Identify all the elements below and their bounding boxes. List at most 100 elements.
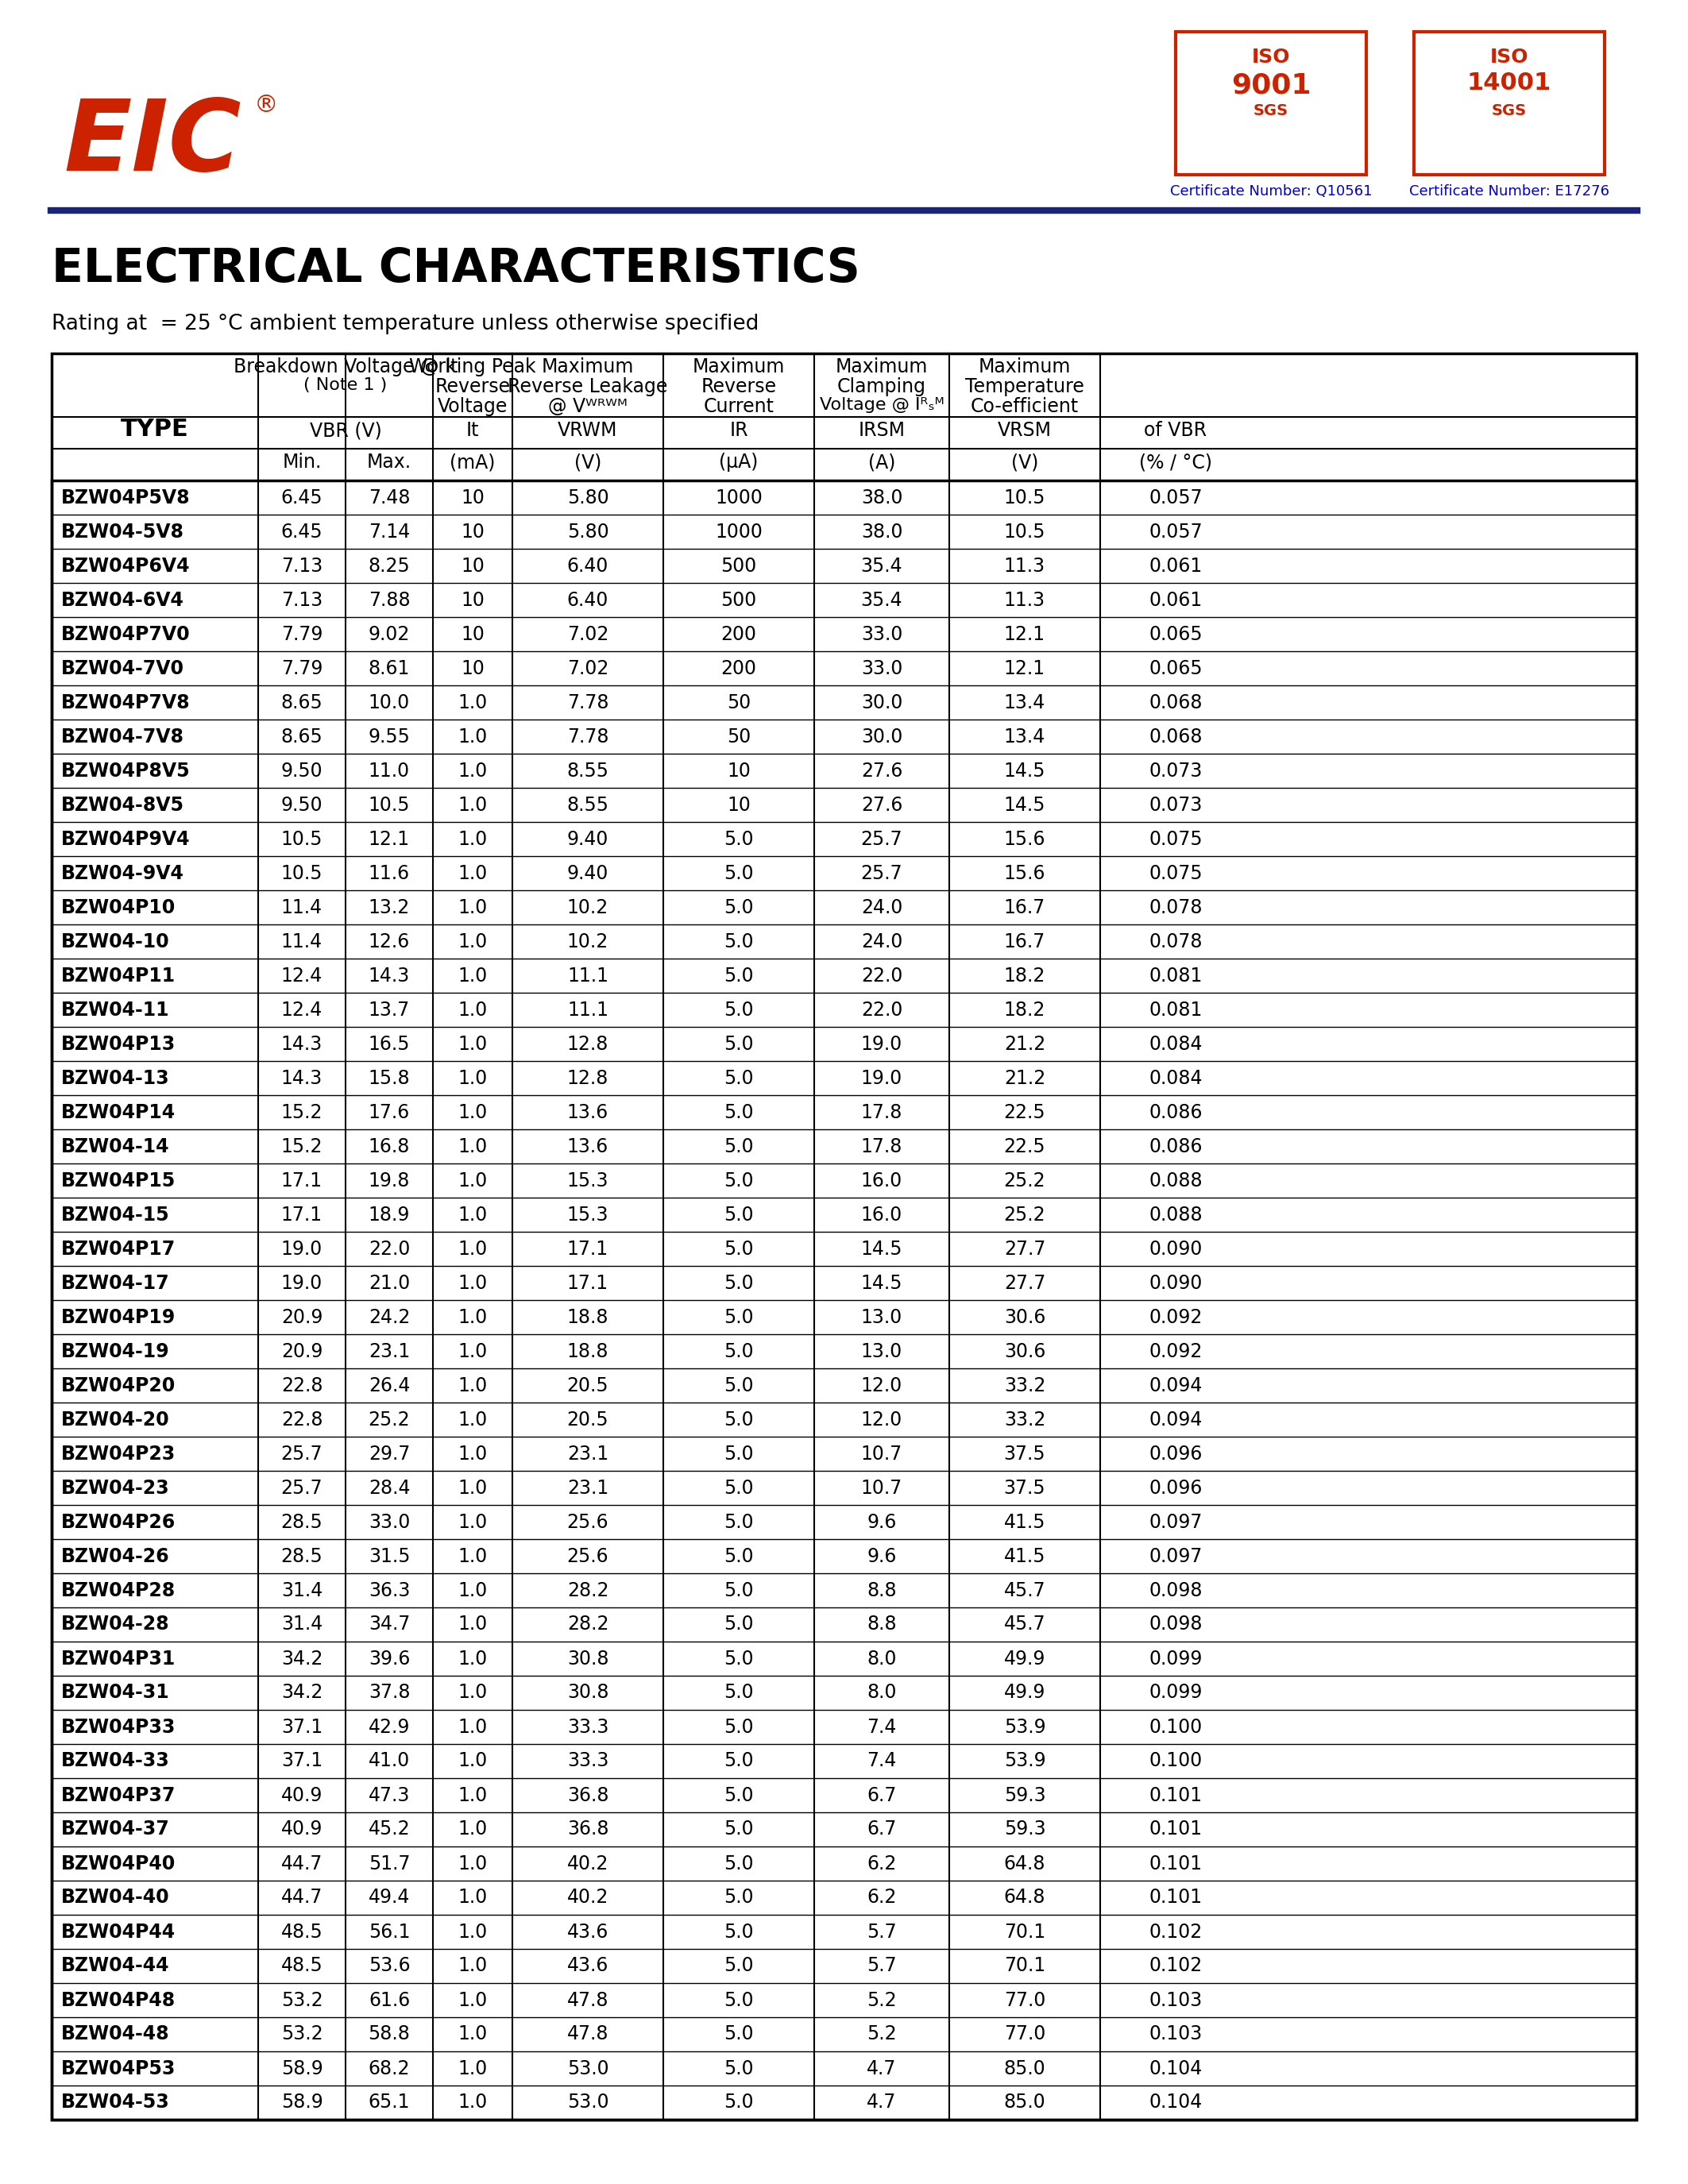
Text: ISO: ISO	[1252, 48, 1290, 68]
Text: 7.79: 7.79	[280, 625, 322, 644]
Text: BZW04P19: BZW04P19	[61, 1308, 176, 1326]
Text: 1.0: 1.0	[457, 1411, 488, 1428]
Text: 13.4: 13.4	[1004, 727, 1045, 747]
Text: 12.4: 12.4	[282, 1000, 322, 1020]
Text: 0.078: 0.078	[1150, 898, 1202, 917]
Text: of VBR: of VBR	[1144, 422, 1207, 439]
Text: BZW04P15: BZW04P15	[61, 1171, 176, 1190]
Text: 0.104: 0.104	[1150, 2092, 1202, 2112]
Text: BZW04P17: BZW04P17	[61, 1238, 176, 1258]
Text: 25.7: 25.7	[861, 830, 903, 850]
Text: EIC: EIC	[64, 96, 241, 192]
Text: 1.0: 1.0	[457, 1581, 488, 1601]
Text: 1.0: 1.0	[457, 1206, 488, 1225]
Text: 50: 50	[728, 692, 751, 712]
Text: 53.6: 53.6	[368, 1957, 410, 1977]
Text: 25.7: 25.7	[280, 1479, 322, 1498]
Text: 0.101: 0.101	[1150, 1787, 1202, 1804]
Text: 1.0: 1.0	[457, 1717, 488, 1736]
Text: BZW04P33: BZW04P33	[61, 1717, 176, 1736]
Text: 30.6: 30.6	[1004, 1341, 1045, 1361]
Text: 1.0: 1.0	[457, 965, 488, 985]
Text: BZW04P23: BZW04P23	[61, 1444, 176, 1463]
Text: 0.065: 0.065	[1150, 660, 1202, 677]
Text: 20.9: 20.9	[280, 1308, 322, 1326]
Text: 8.0: 8.0	[868, 1649, 896, 1669]
Text: 45.7: 45.7	[1004, 1581, 1045, 1601]
Text: 7.4: 7.4	[868, 1752, 896, 1771]
Text: 15.2: 15.2	[280, 1138, 322, 1155]
Text: 16.7: 16.7	[1004, 898, 1045, 917]
Text: 5.7: 5.7	[868, 1922, 896, 1942]
Text: 0.081: 0.081	[1150, 1000, 1202, 1020]
Text: 41.5: 41.5	[1004, 1546, 1045, 1566]
Text: 44.7: 44.7	[280, 1854, 322, 1874]
Text: BZW04-17: BZW04-17	[61, 1273, 170, 1293]
Text: 47.8: 47.8	[567, 2025, 609, 2044]
Text: 20.5: 20.5	[567, 1411, 609, 1428]
Text: 7.78: 7.78	[567, 727, 609, 747]
Text: 51.7: 51.7	[368, 1854, 410, 1874]
Text: 41.0: 41.0	[368, 1752, 410, 1771]
Text: Reverse: Reverse	[436, 378, 510, 395]
Text: 8.8: 8.8	[868, 1614, 896, 1634]
Text: 36.8: 36.8	[567, 1787, 609, 1804]
Text: (A): (A)	[868, 452, 895, 472]
Text: 28.5: 28.5	[280, 1546, 322, 1566]
Text: BZW04P10: BZW04P10	[61, 898, 176, 917]
Text: 43.6: 43.6	[567, 1957, 609, 1977]
Text: 33.0: 33.0	[368, 1514, 410, 1531]
Text: 1.0: 1.0	[457, 1787, 488, 1804]
Text: 0.090: 0.090	[1150, 1273, 1202, 1293]
Text: BZW04-26: BZW04-26	[61, 1546, 170, 1566]
Text: 0.084: 0.084	[1150, 1068, 1202, 1088]
Text: 14.3: 14.3	[368, 965, 410, 985]
Text: 1.0: 1.0	[457, 727, 488, 747]
Text: 19.0: 19.0	[282, 1238, 322, 1258]
Text: 5.0: 5.0	[724, 965, 753, 985]
Text: 18.8: 18.8	[567, 1308, 609, 1326]
Text: 48.5: 48.5	[280, 1922, 322, 1942]
Text: 49.9: 49.9	[1004, 1684, 1045, 1701]
Text: 5.0: 5.0	[724, 1854, 753, 1874]
Text: 33.3: 33.3	[567, 1752, 609, 1771]
Text: 0.088: 0.088	[1150, 1206, 1202, 1225]
Text: 53.0: 53.0	[567, 2092, 609, 2112]
Text: 30.8: 30.8	[567, 1684, 609, 1701]
Text: Max.: Max.	[366, 452, 412, 472]
Text: 1.0: 1.0	[457, 2092, 488, 2112]
Text: 28.4: 28.4	[368, 1479, 410, 1498]
Text: 1000: 1000	[716, 522, 763, 542]
Text: 19.0: 19.0	[282, 1273, 322, 1293]
Text: BZW04-37: BZW04-37	[61, 1819, 170, 1839]
Text: Maximum: Maximum	[979, 358, 1070, 376]
Text: 10: 10	[461, 557, 484, 574]
Text: 53.9: 53.9	[1004, 1752, 1045, 1771]
Text: 15.2: 15.2	[280, 1103, 322, 1123]
Text: 0.092: 0.092	[1150, 1308, 1202, 1326]
Text: 5.2: 5.2	[868, 2025, 896, 2044]
Text: 31.5: 31.5	[368, 1546, 410, 1566]
Text: BZW04-33: BZW04-33	[61, 1752, 170, 1771]
Text: 25.6: 25.6	[567, 1546, 609, 1566]
Text: 27.6: 27.6	[861, 795, 903, 815]
Text: 53.0: 53.0	[567, 2060, 609, 2077]
Text: (V): (V)	[574, 452, 601, 472]
Text: 1.0: 1.0	[457, 1922, 488, 1942]
Text: 14.5: 14.5	[861, 1273, 903, 1293]
Text: Maximum: Maximum	[692, 358, 785, 376]
Text: 5.0: 5.0	[724, 1000, 753, 1020]
Text: BZW04P11: BZW04P11	[61, 965, 176, 985]
Text: 29.7: 29.7	[368, 1444, 410, 1463]
Text: 14.3: 14.3	[282, 1035, 322, 1053]
Text: 40.2: 40.2	[567, 1854, 609, 1874]
Text: BZW04-10: BZW04-10	[61, 933, 170, 950]
Text: 9.40: 9.40	[567, 863, 609, 882]
Text: 23.1: 23.1	[567, 1444, 609, 1463]
Text: 1.0: 1.0	[457, 1514, 488, 1531]
Text: 21.0: 21.0	[368, 1273, 410, 1293]
Text: 5.0: 5.0	[724, 1035, 753, 1053]
Text: 13.4: 13.4	[1004, 692, 1045, 712]
Text: 59.3: 59.3	[1004, 1787, 1045, 1804]
Text: 10: 10	[461, 522, 484, 542]
